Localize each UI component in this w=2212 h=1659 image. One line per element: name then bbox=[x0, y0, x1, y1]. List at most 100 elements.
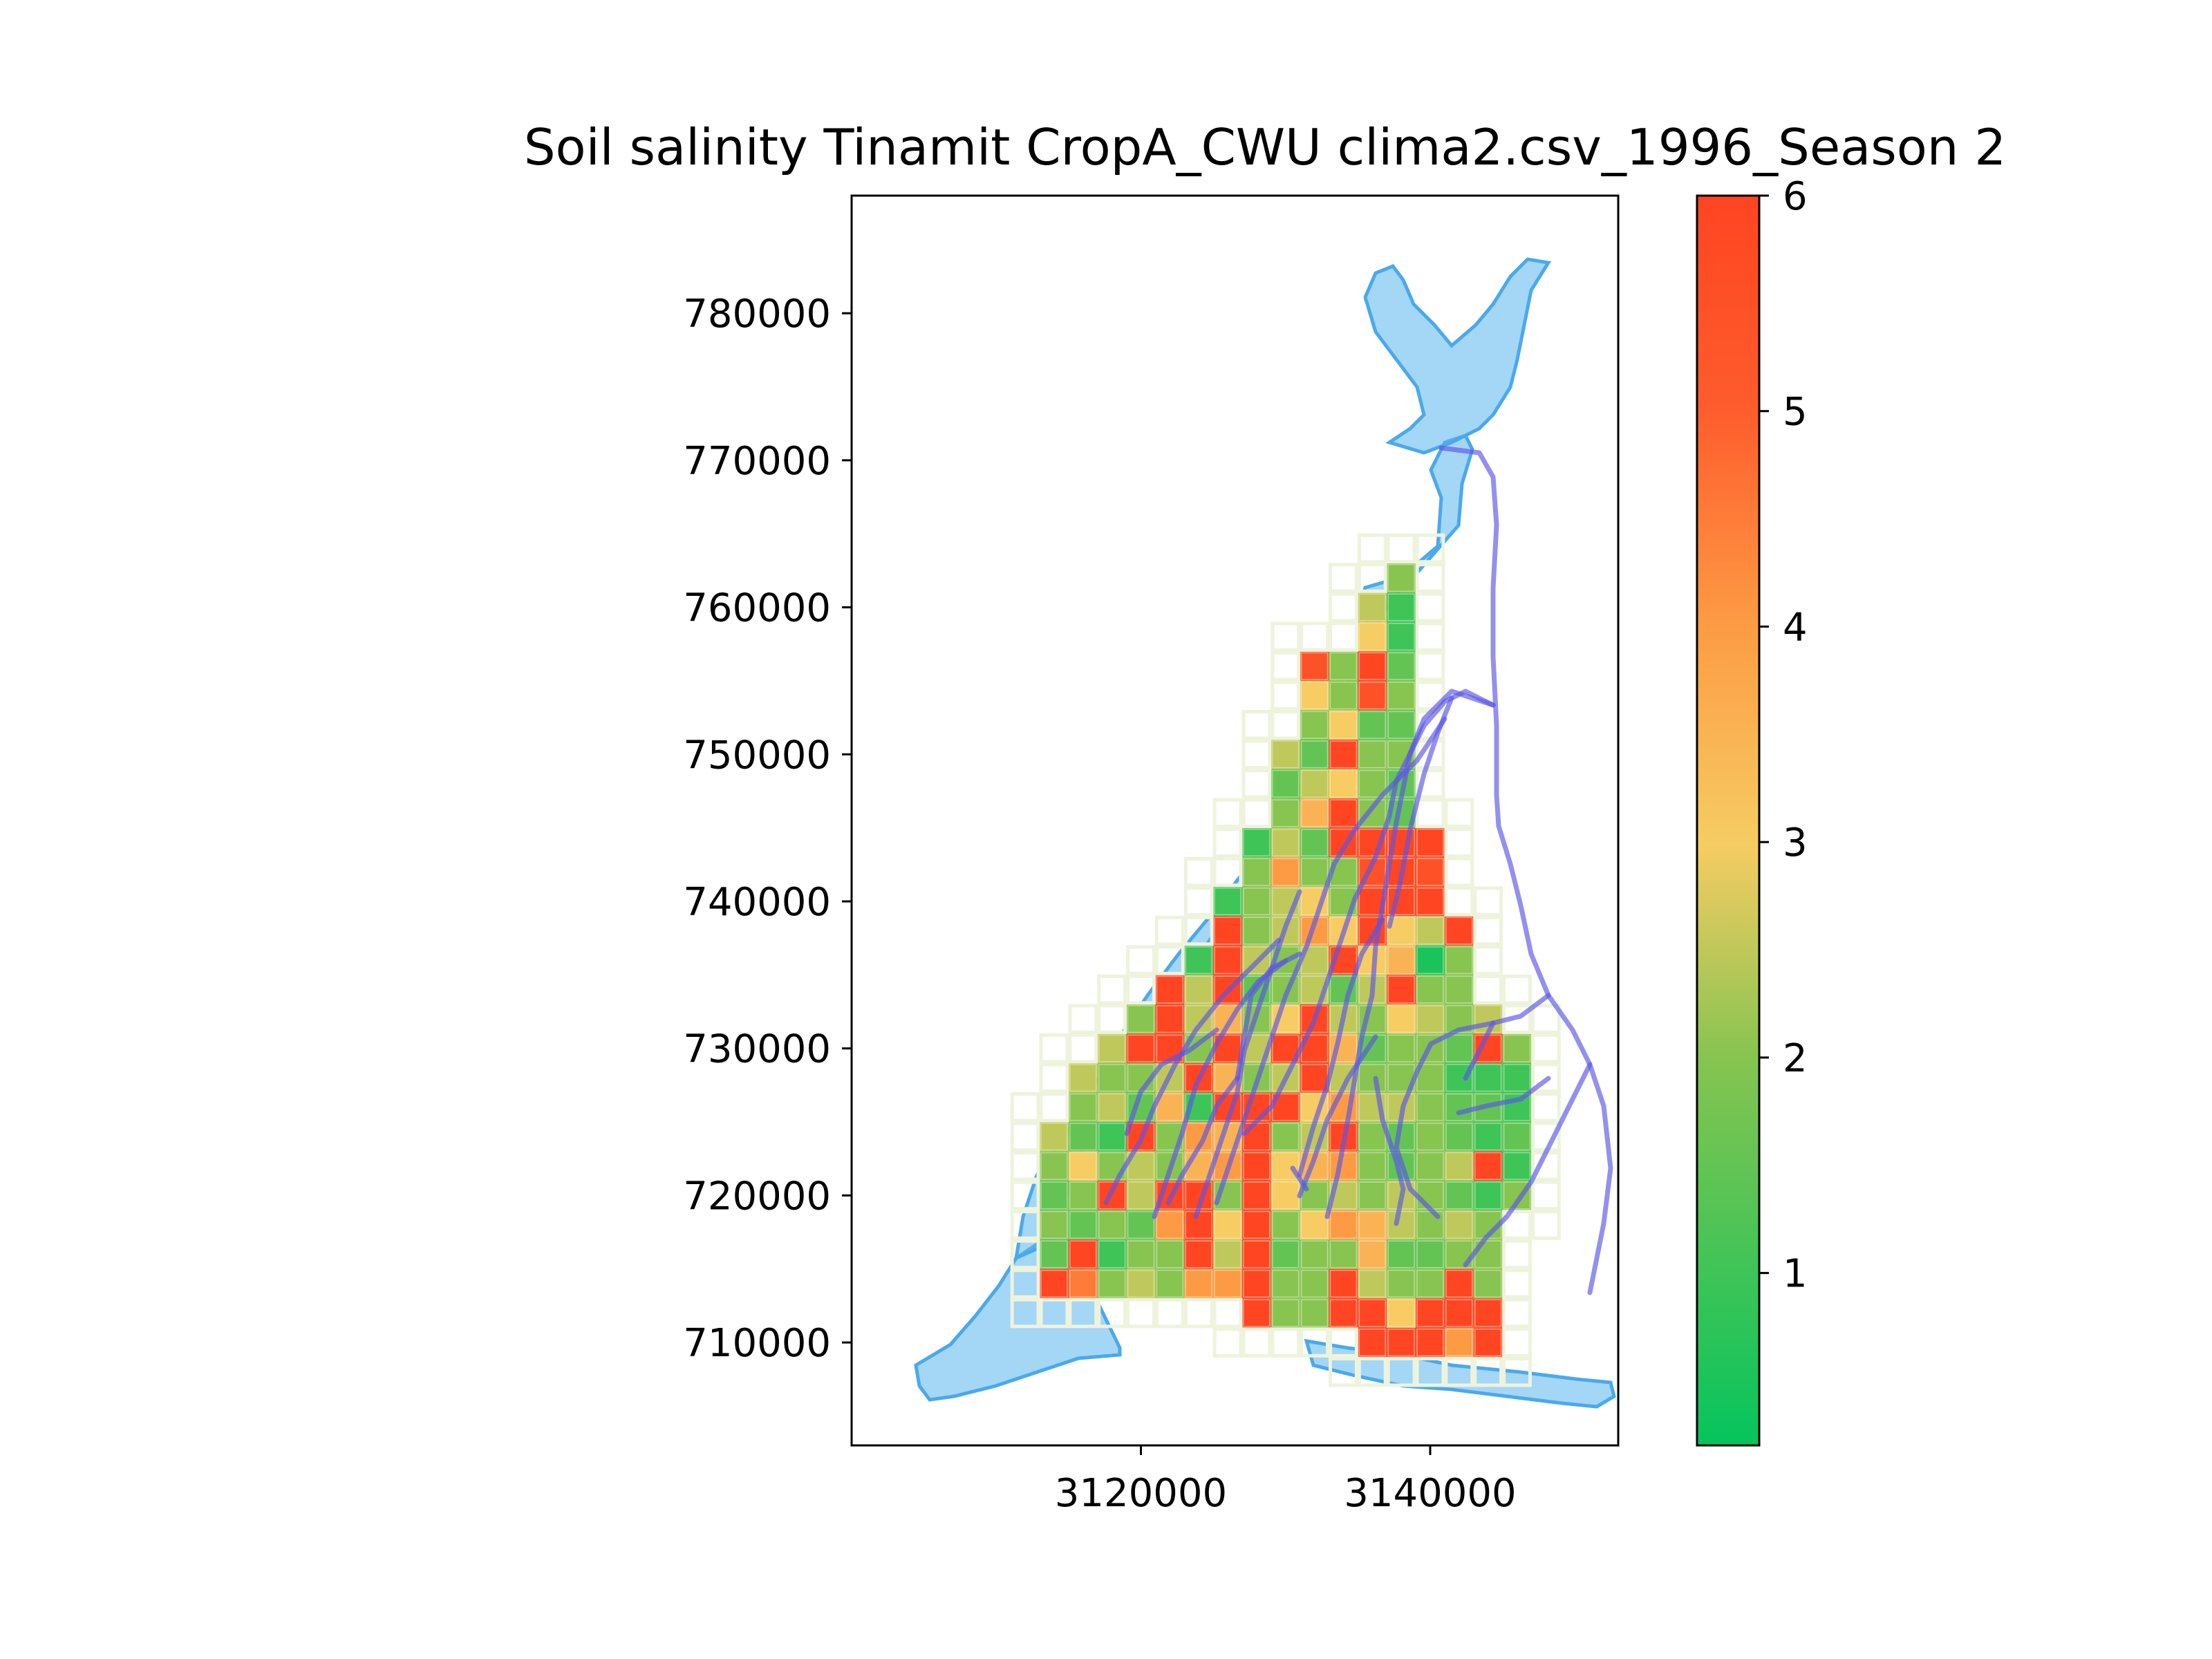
heatmap-cell bbox=[1300, 1239, 1329, 1269]
heatmap-cell bbox=[1416, 1122, 1445, 1152]
grid-cell-outline bbox=[1300, 975, 1329, 1004]
grid-cell-outline bbox=[1243, 1299, 1271, 1327]
grid-cell-outline bbox=[1156, 1064, 1184, 1092]
grid-cell-outline bbox=[1329, 799, 1358, 827]
canal-branch bbox=[1241, 688, 1496, 1136]
heatmap-cell bbox=[1358, 1268, 1387, 1299]
grid-cell-outline bbox=[1416, 1270, 1444, 1298]
grid-cell-outline bbox=[1243, 887, 1271, 916]
heatmap-cell bbox=[1358, 1327, 1387, 1358]
heatmap-cell bbox=[1068, 1122, 1098, 1152]
heatmap-cell bbox=[1271, 1210, 1300, 1240]
y-tick-label: 750000 bbox=[683, 733, 831, 778]
grid-cell-outline bbox=[1214, 1270, 1241, 1298]
colorbar-tick-label: 4 bbox=[1783, 605, 1808, 650]
grid-cell-outline bbox=[1329, 711, 1358, 739]
canal-branch bbox=[1152, 958, 1288, 1219]
grid-cell-outline bbox=[1502, 974, 1532, 1005]
y-tick-label: 740000 bbox=[683, 880, 831, 925]
heatmap-cell bbox=[1416, 1181, 1445, 1210]
grid-cell-outline bbox=[1069, 1093, 1097, 1121]
grid-cell-outline bbox=[1127, 1005, 1155, 1033]
grid-cell-outline bbox=[1127, 1240, 1155, 1268]
heatmap-cell bbox=[1300, 769, 1329, 799]
heatmap-cell bbox=[1416, 1004, 1445, 1034]
y-tick-label: 770000 bbox=[683, 439, 831, 484]
heatmap-cell bbox=[1300, 651, 1329, 681]
grid-cell-outline bbox=[1183, 886, 1214, 917]
heatmap-cell bbox=[1387, 1327, 1416, 1358]
grid-cell-outline bbox=[1415, 592, 1445, 623]
grid-cell-outline bbox=[1069, 1210, 1097, 1239]
grid-cell-outline bbox=[1329, 975, 1358, 1004]
heatmap-cell bbox=[1387, 563, 1416, 593]
heatmap-cell bbox=[1444, 1151, 1474, 1181]
heatmap-cell bbox=[1213, 1268, 1242, 1299]
grid-cell-outline bbox=[1474, 1152, 1502, 1180]
grid-cell-outline bbox=[1039, 1033, 1069, 1064]
grid-cell-outline bbox=[1502, 1268, 1532, 1299]
heatmap-cell bbox=[1416, 857, 1445, 887]
heatmap-cell bbox=[1040, 1268, 1069, 1299]
heatmap-cell bbox=[1300, 1298, 1329, 1328]
grid-cell-outline bbox=[1039, 1062, 1069, 1094]
grid-cell-outline bbox=[1272, 1299, 1300, 1327]
map-axes: 3120000 3140000 7100007200007300007400007… bbox=[683, 194, 1620, 1516]
grid-cell-outline bbox=[1329, 652, 1358, 680]
grid-cell-outline bbox=[1126, 1297, 1156, 1329]
heatmap-cell bbox=[1502, 1062, 1532, 1093]
grid-cell-outline bbox=[1416, 917, 1444, 945]
canal-branch bbox=[1456, 1076, 1551, 1116]
heatmap-cell bbox=[1126, 1181, 1156, 1210]
heatmap-cell bbox=[1502, 1151, 1532, 1181]
grid-cell-outline bbox=[1329, 946, 1358, 975]
heatmap-cell bbox=[1473, 1298, 1503, 1328]
heatmap-cell bbox=[1241, 1268, 1271, 1299]
grid-cell-outline bbox=[1243, 946, 1271, 975]
grid-cell-outline bbox=[1243, 858, 1271, 886]
grid-cell-outline bbox=[1010, 1121, 1040, 1152]
grid-cell-outline bbox=[1387, 652, 1415, 680]
grid-cell-outline bbox=[1098, 1210, 1126, 1239]
grid-cell-outline bbox=[1127, 1123, 1155, 1151]
heatmap-cell bbox=[1387, 1239, 1416, 1269]
heatmap-cell bbox=[1241, 1151, 1271, 1181]
grid-cell-outline bbox=[1358, 682, 1386, 710]
heatmap-cell bbox=[1097, 1151, 1127, 1181]
heatmap-cell bbox=[1444, 1239, 1474, 1269]
grid-cell-outline bbox=[1329, 740, 1358, 769]
y-tick-label: 710000 bbox=[683, 1321, 831, 1366]
grid-cell-outline bbox=[1358, 1005, 1386, 1033]
heatmap-cell bbox=[1300, 1268, 1329, 1299]
grid-cell-outline bbox=[1212, 798, 1243, 829]
grid-cell-outline bbox=[1126, 945, 1156, 975]
heatmap-cell bbox=[1387, 945, 1416, 975]
grid-cell-outline bbox=[1444, 856, 1474, 888]
grid-cell-outline bbox=[1272, 799, 1300, 827]
heatmap-cell bbox=[1097, 1210, 1127, 1240]
grid-cell-outline bbox=[1329, 828, 1358, 856]
canal-branch bbox=[1214, 716, 1447, 1206]
heatmap-cell bbox=[1155, 975, 1185, 1004]
heatmap-cell bbox=[1358, 680, 1387, 711]
grid-cell-outline bbox=[1329, 1327, 1358, 1358]
grid-cell-outline bbox=[1300, 1005, 1329, 1033]
grid-cell-outline bbox=[1473, 915, 1503, 946]
grid-cell-outline bbox=[1300, 1240, 1329, 1268]
grid-cell-outline bbox=[1127, 1270, 1155, 1298]
grid-cell-outline bbox=[1010, 1180, 1040, 1211]
main-canal bbox=[1438, 445, 1613, 1295]
heatmap-cell bbox=[1358, 1062, 1387, 1093]
grid-cell-outline bbox=[1387, 1034, 1415, 1062]
heatmap-cell bbox=[1155, 1268, 1185, 1299]
heatmap-cell bbox=[1473, 1239, 1503, 1269]
grid-cell-outline bbox=[1416, 1240, 1444, 1268]
grid-cell-outline bbox=[1010, 1210, 1040, 1240]
heatmap-cell bbox=[1097, 1092, 1127, 1123]
grid-cell-outline bbox=[1010, 1239, 1040, 1270]
grid-cell-outline bbox=[1387, 711, 1415, 739]
grid-cell-outline bbox=[1474, 1270, 1502, 1298]
heatmap-cell bbox=[1271, 798, 1300, 828]
grid-cell-outline bbox=[1416, 1152, 1444, 1180]
grid-cell-outline bbox=[1040, 1152, 1068, 1180]
